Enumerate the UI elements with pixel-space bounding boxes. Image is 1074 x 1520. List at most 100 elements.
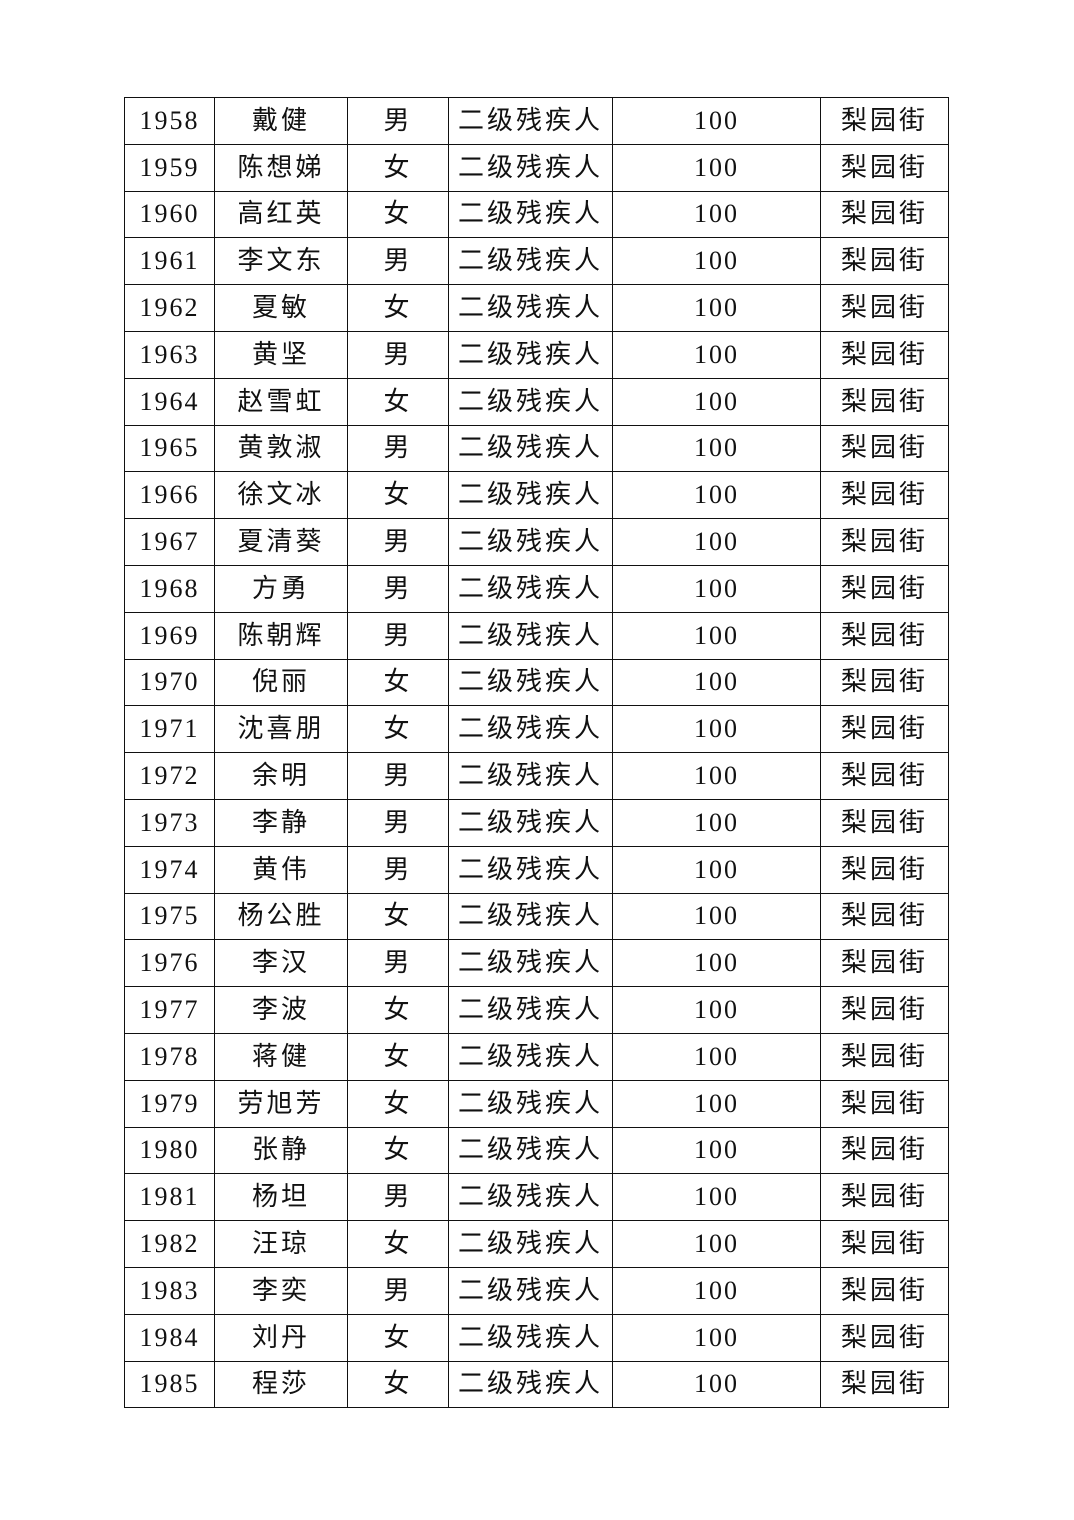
serial-number-cell: 1975	[124, 892, 215, 941]
name-cell: 陈朝辉	[214, 611, 348, 660]
serial-number-cell: 1958	[124, 97, 215, 145]
street-cell: 梨园街	[820, 611, 949, 660]
table-row: 1961 李文东男二级残疾人 100 梨园街	[124, 237, 949, 286]
table-row: 1970 倪丽女二级残疾人 100 梨园街	[124, 658, 949, 707]
street-cell: 梨园街	[820, 1173, 949, 1222]
table-row: 1967 夏清葵男二级残疾人 100 梨园街	[124, 518, 949, 566]
table-row: 1968 方勇男二级残疾人 100 梨园街	[124, 564, 949, 613]
table-row: 1984 刘丹女二级残疾人 100 梨园街	[124, 1313, 949, 1362]
disability-level-cell: 二级残疾人	[448, 518, 613, 566]
disability-level-cell: 二级残疾人	[448, 939, 613, 988]
name-cell: 程莎	[214, 1360, 348, 1409]
disability-level-cell: 二级残疾人	[448, 1079, 613, 1128]
serial-number-cell: 1970	[124, 658, 215, 707]
amount-cell: 100	[612, 798, 821, 847]
disability-level-cell: 二级残疾人	[448, 892, 613, 941]
name-cell: 李文东	[214, 237, 348, 286]
amount-cell: 100	[612, 424, 821, 473]
disability-level-cell: 二级残疾人	[448, 705, 613, 754]
disability-level-cell: 二级残疾人	[448, 1220, 613, 1268]
street-cell: 梨园街	[820, 1313, 949, 1362]
disability-level-cell: 二级残疾人	[448, 190, 613, 239]
disability-level-cell: 二级残疾人	[448, 986, 613, 1034]
street-cell: 梨园街	[820, 1079, 949, 1128]
street-cell: 梨园街	[820, 986, 949, 1034]
serial-number-cell: 1977	[124, 986, 215, 1034]
serial-number-cell: 1971	[124, 705, 215, 754]
amount-cell: 100	[612, 377, 821, 426]
gender-cell: 女	[347, 284, 449, 332]
name-cell: 沈喜朋	[214, 705, 348, 754]
gender-cell: 男	[347, 752, 449, 800]
street-cell: 梨园街	[820, 424, 949, 473]
disability-level-cell: 二级残疾人	[448, 237, 613, 286]
amount-cell: 100	[612, 752, 821, 800]
name-cell: 李奕	[214, 1266, 348, 1315]
name-cell: 杨公胜	[214, 892, 348, 941]
beneficiary-table: 1958 戴健男二级残疾人 100 梨园街 1959 陈想娣女二级残疾人 100 梨园街 196…	[124, 97, 949, 1409]
name-cell: 夏敏	[214, 284, 348, 332]
name-cell: 李波	[214, 986, 348, 1034]
table-row: 1972 余明男二级残疾人 100 梨园街	[124, 752, 949, 800]
amount-cell: 100	[612, 237, 821, 286]
table-row: 1976 李汉男二级残疾人 100 梨园街	[124, 939, 949, 988]
amount-cell: 100	[612, 471, 821, 520]
street-cell: 梨园街	[820, 284, 949, 332]
gender-cell: 女	[347, 658, 449, 707]
name-cell: 汪琼	[214, 1220, 348, 1268]
amount-cell: 100	[612, 1266, 821, 1315]
gender-cell: 男	[347, 939, 449, 988]
disability-level-cell: 二级残疾人	[448, 424, 613, 473]
table-body: 1958 戴健男二级残疾人 100 梨园街 1959 陈想娣女二级残疾人 100 梨园街 196…	[124, 97, 949, 1409]
name-cell: 戴健	[214, 97, 348, 145]
table-row: 1966 徐文冰女二级残疾人 100 梨园街	[124, 471, 949, 520]
table-row: 1982 汪琼女二级残疾人 100 梨园街	[124, 1220, 949, 1268]
name-cell: 刘丹	[214, 1313, 348, 1362]
table-row: 1964 赵雪虹女二级残疾人 100 梨园街	[124, 377, 949, 426]
gender-cell: 女	[347, 1126, 449, 1175]
amount-cell: 100	[612, 284, 821, 332]
street-cell: 梨园街	[820, 705, 949, 754]
disability-level-cell: 二级残疾人	[448, 1313, 613, 1362]
serial-number-cell: 1963	[124, 330, 215, 379]
amount-cell: 100	[612, 611, 821, 660]
table-row: 1969 陈朝辉男二级残疾人 100 梨园街	[124, 611, 949, 660]
disability-level-cell: 二级残疾人	[448, 1126, 613, 1175]
name-cell: 黄敦淑	[214, 424, 348, 473]
name-cell: 陈想娣	[214, 143, 348, 192]
disability-level-cell: 二级残疾人	[448, 284, 613, 332]
disability-level-cell: 二级残疾人	[448, 1032, 613, 1081]
name-cell: 劳旭芳	[214, 1079, 348, 1128]
table-row: 1977 李波女二级残疾人 100 梨园街	[124, 986, 949, 1034]
amount-cell: 100	[612, 330, 821, 379]
street-cell: 梨园街	[820, 798, 949, 847]
disability-level-cell: 二级残疾人	[448, 564, 613, 613]
table-row: 1979 劳旭芳女二级残疾人 100 梨园街	[124, 1079, 949, 1128]
street-cell: 梨园街	[820, 1360, 949, 1409]
name-cell: 李汉	[214, 939, 348, 988]
serial-number-cell: 1985	[124, 1360, 215, 1409]
gender-cell: 男	[347, 330, 449, 379]
amount-cell: 100	[612, 986, 821, 1034]
table-row: 1981 杨坦男二级残疾人 100 梨园街	[124, 1173, 949, 1222]
street-cell: 梨园街	[820, 845, 949, 894]
serial-number-cell: 1983	[124, 1266, 215, 1315]
gender-cell: 女	[347, 705, 449, 754]
serial-number-cell: 1969	[124, 611, 215, 660]
gender-cell: 女	[347, 892, 449, 941]
serial-number-cell: 1973	[124, 798, 215, 847]
table-row: 1963 黄坚男二级残疾人 100 梨园街	[124, 330, 949, 379]
gender-cell: 男	[347, 518, 449, 566]
street-cell: 梨园街	[820, 237, 949, 286]
gender-cell: 女	[347, 190, 449, 239]
street-cell: 梨园街	[820, 564, 949, 613]
street-cell: 梨园街	[820, 190, 949, 239]
amount-cell: 100	[612, 97, 821, 145]
table-row: 1985 程莎女二级残疾人 100 梨园街	[124, 1360, 949, 1409]
street-cell: 梨园街	[820, 97, 949, 145]
disability-level-cell: 二级残疾人	[448, 143, 613, 192]
name-cell: 黄伟	[214, 845, 348, 894]
amount-cell: 100	[612, 564, 821, 613]
gender-cell: 女	[347, 1079, 449, 1128]
street-cell: 梨园街	[820, 330, 949, 379]
